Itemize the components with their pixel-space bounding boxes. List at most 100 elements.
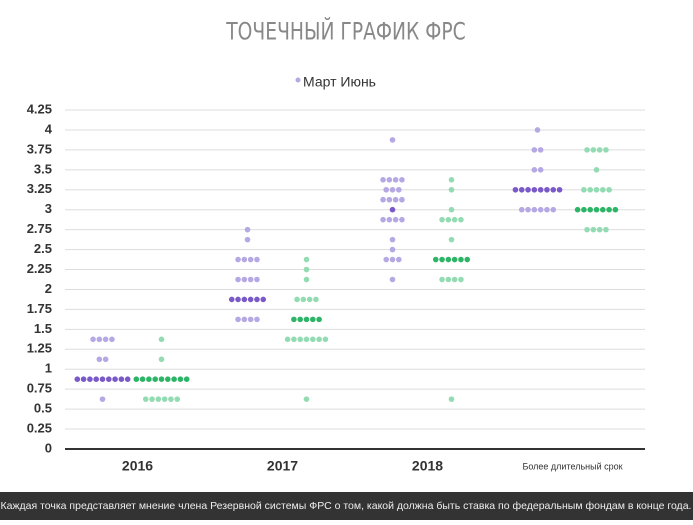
- dot: [600, 206, 606, 213]
- dot: [146, 376, 152, 383]
- dot: [87, 376, 93, 383]
- dot: [96, 356, 103, 363]
- dot: [310, 336, 316, 343]
- y-tick-label: 3: [45, 201, 52, 216]
- dot: [392, 196, 399, 203]
- dot: [254, 296, 260, 303]
- dot: [165, 376, 171, 383]
- dot: [109, 336, 115, 343]
- dot: [392, 176, 399, 183]
- dot: [139, 376, 146, 383]
- dot: [590, 226, 597, 233]
- dot: [392, 216, 399, 223]
- dot: [155, 396, 162, 402]
- y-tick-label: 3.25: [27, 181, 52, 196]
- y-tick-label: 1.5: [34, 321, 52, 336]
- dot: [389, 236, 396, 243]
- dot: [306, 296, 313, 303]
- dot: [142, 396, 149, 402]
- dot: [448, 206, 455, 213]
- dot: [458, 256, 464, 263]
- dot: [303, 256, 310, 263]
- dot: [544, 186, 550, 193]
- dot: [612, 206, 619, 213]
- dot: [235, 276, 241, 283]
- dot: [161, 396, 168, 402]
- dot: [241, 296, 248, 303]
- dot: [303, 336, 310, 343]
- dot: [149, 396, 155, 402]
- dot: [451, 256, 458, 263]
- dot: [556, 186, 563, 193]
- dot: [448, 236, 455, 243]
- y-tick-label: 0.5: [34, 401, 52, 416]
- y-tick-label: 1: [45, 361, 52, 376]
- dot: [158, 356, 165, 363]
- dot: [168, 396, 174, 402]
- dot: [386, 196, 393, 203]
- dot: [600, 186, 606, 193]
- x-tick-label: 2017: [267, 458, 298, 474]
- dot: [596, 147, 603, 153]
- dot: [590, 147, 597, 153]
- dot: [581, 206, 587, 213]
- dot: [458, 276, 464, 283]
- dot: [244, 236, 251, 243]
- dot: [606, 206, 612, 213]
- dot: [235, 316, 241, 323]
- dot: [399, 196, 405, 203]
- dot: [574, 206, 581, 213]
- dot: [247, 296, 254, 303]
- dot: [152, 376, 158, 383]
- dot: [316, 316, 322, 323]
- dot: [284, 336, 291, 343]
- dot: [389, 186, 396, 193]
- dot: [297, 336, 304, 343]
- dot: [74, 376, 81, 383]
- legend-text: Март Июнь: [303, 74, 376, 90]
- dot: [174, 396, 181, 402]
- dot: [80, 376, 87, 383]
- dot: [396, 256, 402, 263]
- dot: [451, 276, 458, 283]
- dot: [518, 206, 525, 213]
- y-tick-label: 2.25: [27, 261, 52, 276]
- dot: [303, 396, 310, 402]
- dot: [300, 296, 307, 303]
- dot: [228, 296, 235, 303]
- dot: [396, 186, 402, 193]
- dot: [316, 336, 322, 343]
- y-tick-label: 1.25: [27, 341, 52, 356]
- dot: [291, 336, 297, 343]
- dot: [158, 336, 165, 343]
- dot: [380, 216, 386, 223]
- dot: [254, 256, 260, 263]
- dot: [389, 256, 396, 263]
- dot: [380, 176, 386, 183]
- x-tick-label: Более длительный срок: [522, 461, 622, 471]
- dot: [99, 396, 106, 402]
- dot: [254, 316, 260, 323]
- dot: [534, 127, 541, 133]
- dot: [303, 316, 310, 323]
- y-tick-label: 2.5: [34, 241, 52, 256]
- dot: [525, 206, 531, 213]
- dot: [389, 206, 396, 213]
- y-tick-label: 3.5: [34, 161, 52, 176]
- dot: [294, 296, 300, 303]
- dot: [531, 186, 538, 193]
- dot: [439, 276, 445, 283]
- legend-marker: [295, 77, 301, 83]
- dot: [581, 186, 587, 193]
- dot: [389, 137, 396, 143]
- dot: [124, 376, 131, 383]
- dot: [537, 167, 544, 173]
- y-tick-label: 1.75: [27, 301, 52, 316]
- dot: [389, 276, 396, 283]
- dot: [247, 256, 254, 263]
- footer-bar: [0, 492, 693, 520]
- dot: [525, 186, 531, 193]
- dot: [260, 296, 267, 303]
- dot: [383, 256, 390, 263]
